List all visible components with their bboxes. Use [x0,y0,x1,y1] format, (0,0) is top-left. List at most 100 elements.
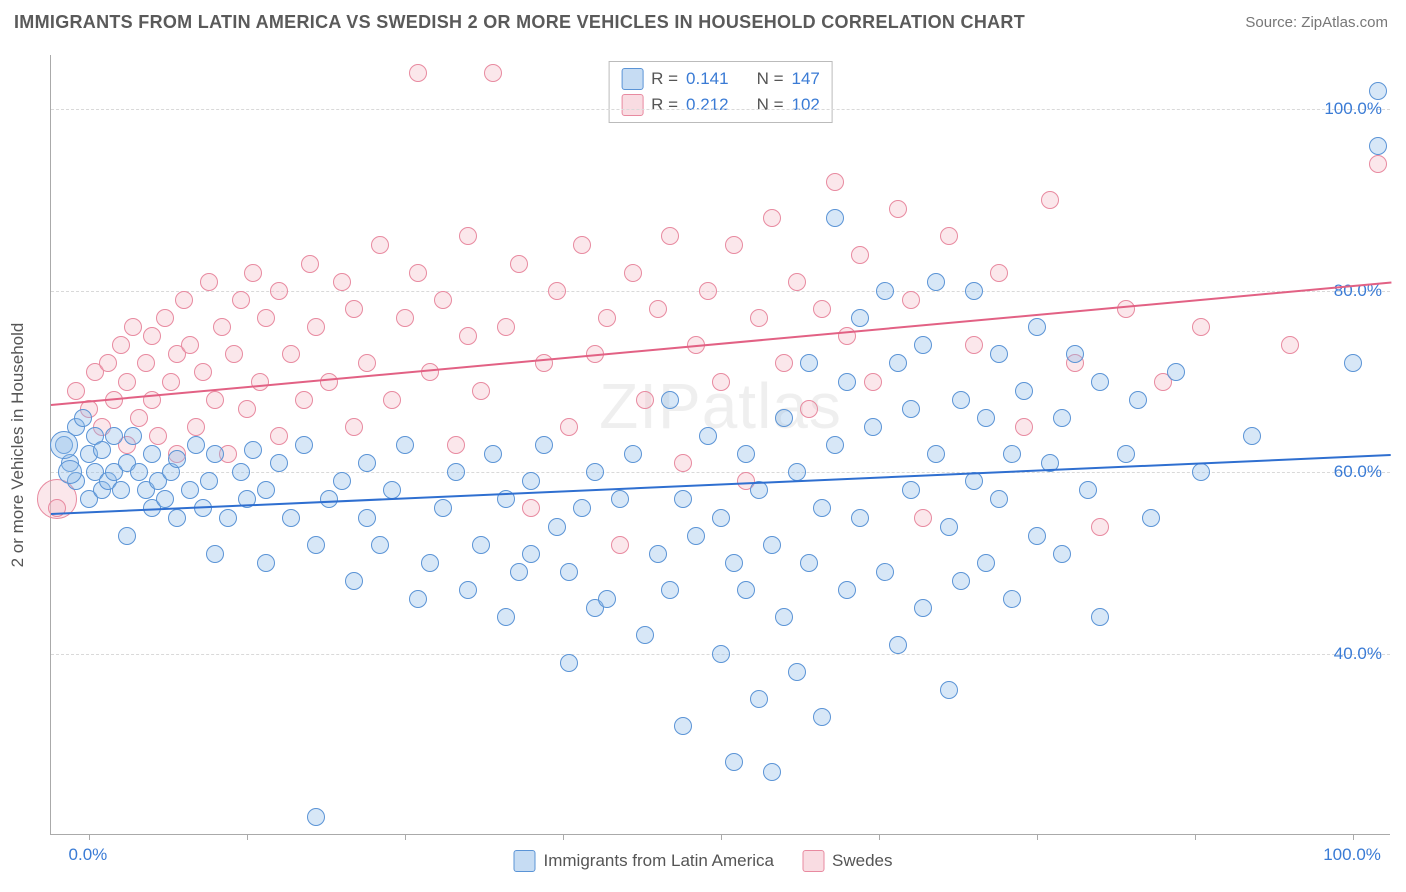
scatter-point [320,490,338,508]
scatter-point [624,264,642,282]
scatter-point [510,563,528,581]
scatter-point [345,418,363,436]
scatter-point [181,481,199,499]
scatter-point [661,581,679,599]
scatter-point [143,327,161,345]
scatter-point [358,509,376,527]
scatter-point [763,763,781,781]
scatter-point [156,490,174,508]
scatter-point [206,545,224,563]
scatter-point [1053,409,1071,427]
scatter-point [105,427,123,445]
scatter-point [130,463,148,481]
scatter-point [257,309,275,327]
scatter-point [251,373,269,391]
scatter-point [535,436,553,454]
scatter-point [649,545,667,563]
scatter-point [282,345,300,363]
scatter-point [307,536,325,554]
scatter-point [1369,137,1387,155]
scatter-point [1192,463,1210,481]
scatter-point [244,441,262,459]
legend-R-label: R = [651,95,678,115]
legend-stats-row: R = 0.212 N = 102 [621,92,820,118]
scatter-point [383,481,401,499]
scatter-point [927,273,945,291]
scatter-point [661,391,679,409]
scatter-point [687,527,705,545]
scatter-point [800,554,818,572]
scatter-point [914,599,932,617]
scatter-point [181,336,199,354]
scatter-point [902,400,920,418]
scatter-point [725,753,743,771]
legend-stats: R = 0.141 N = 147 R = 0.212 N = 102 [608,61,833,123]
scatter-point [130,409,148,427]
scatter-point [434,291,452,309]
scatter-point [118,373,136,391]
y-tick-label: 40.0% [1334,644,1382,664]
scatter-point [1003,590,1021,608]
scatter-point [270,427,288,445]
scatter-point [1091,608,1109,626]
scatter-point [876,563,894,581]
scatter-point [421,554,439,572]
scatter-point [826,209,844,227]
scatter-point [232,291,250,309]
scatter-point [194,363,212,381]
scatter-point [1079,481,1097,499]
legend-swatch-swedes [802,850,824,872]
scatter-point [124,318,142,336]
scatter-point [624,445,642,463]
legend-series: Immigrants from Latin America Swedes [514,850,893,872]
scatter-point [175,291,193,309]
scatter-point [674,490,692,508]
x-tick-label: 0.0% [69,845,108,865]
scatter-point [206,445,224,463]
legend-R-label: R = [651,69,678,89]
scatter-point [864,373,882,391]
scatter-point [674,717,692,735]
scatter-point [725,236,743,254]
scatter-point [1015,382,1033,400]
scatter-point [459,327,477,345]
scatter-point [149,427,167,445]
legend-item-swedes: Swedes [802,850,892,872]
scatter-point [876,282,894,300]
scatter-point [219,509,237,527]
scatter-point [497,318,515,336]
x-tick [1037,834,1038,840]
scatter-point [598,309,616,327]
legend-R-latin: 0.141 [686,69,729,89]
source-prefix: Source: [1245,14,1301,31]
scatter-point [162,373,180,391]
scatter-point [1192,318,1210,336]
scatter-point [927,445,945,463]
legend-swatch-swedes [621,94,643,116]
scatter-point [712,509,730,527]
scatter-point [358,454,376,472]
scatter-point [447,436,465,454]
scatter-point [156,309,174,327]
scatter-point [301,255,319,273]
scatter-point [725,554,743,572]
scatter-point [636,626,654,644]
scatter-point [940,681,958,699]
scatter-point [573,499,591,517]
scatter-point [1066,345,1084,363]
scatter-point [295,436,313,454]
legend-N-label: N = [757,95,784,115]
scatter-point [320,373,338,391]
scatter-point [800,354,818,372]
scatter-point [213,318,231,336]
scatter-point [1028,527,1046,545]
gridline [51,109,1390,110]
scatter-point [257,481,275,499]
scatter-point [1142,509,1160,527]
scatter-point [371,536,389,554]
scatter-point [434,499,452,517]
scatter-point [1041,191,1059,209]
scatter-point [1117,445,1135,463]
scatter-point [965,336,983,354]
scatter-point [168,450,186,468]
